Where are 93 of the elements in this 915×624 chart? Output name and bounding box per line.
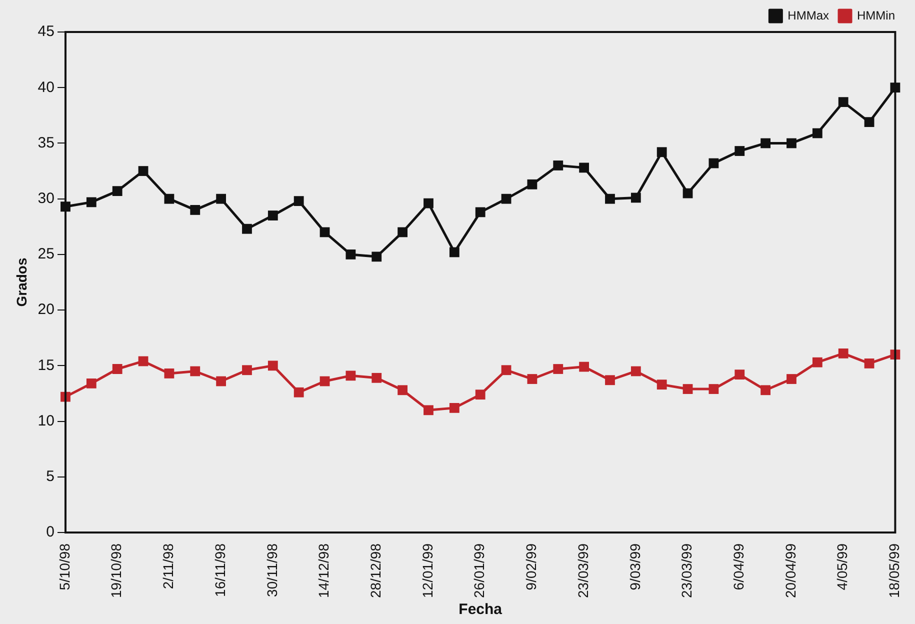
point xyxy=(268,360,278,371)
point xyxy=(605,375,615,386)
x-tick-label: 20/04/99 xyxy=(782,543,798,598)
point xyxy=(760,138,771,148)
x-tick-label: 26/01/99 xyxy=(471,543,488,598)
point xyxy=(449,247,460,258)
point xyxy=(553,160,564,170)
point xyxy=(838,348,848,358)
y-tick-label: 30 xyxy=(38,190,54,207)
point xyxy=(527,179,538,190)
x-tick-label: 4/05/99 xyxy=(834,543,850,590)
point xyxy=(656,380,667,390)
point xyxy=(864,117,874,128)
legend-label: HMMax xyxy=(788,8,830,22)
y-tick-label: 25 xyxy=(38,246,54,263)
point xyxy=(786,138,796,148)
point xyxy=(475,207,486,218)
point xyxy=(527,374,538,384)
x-tick-label: 16/11/98 xyxy=(212,543,228,597)
point xyxy=(424,405,434,416)
point xyxy=(372,372,382,383)
point xyxy=(268,210,278,220)
point xyxy=(682,384,693,394)
y-tick-label: 35 xyxy=(38,134,54,152)
y-tick-label: 20 xyxy=(38,301,54,318)
point xyxy=(579,162,590,173)
point xyxy=(605,194,615,204)
x-tick-label: 14/12/98 xyxy=(316,543,332,598)
point xyxy=(294,387,304,398)
point xyxy=(294,196,304,206)
point xyxy=(112,186,122,196)
point xyxy=(242,365,252,376)
point xyxy=(86,197,96,208)
x-tick-label: 28/12/98 xyxy=(367,543,384,598)
point xyxy=(838,97,848,108)
y-tick-label: 40 xyxy=(38,78,54,96)
x-tick-label: 30/11/98 xyxy=(264,543,280,597)
point xyxy=(86,378,96,388)
point xyxy=(734,146,745,156)
y-tick-label: 5 xyxy=(46,468,54,486)
point xyxy=(708,384,719,394)
x-tick-label: 19/10/98 xyxy=(108,543,124,598)
point xyxy=(475,390,486,400)
point xyxy=(656,147,667,158)
point xyxy=(734,370,745,380)
point xyxy=(112,364,122,374)
y-tick-label: 15 xyxy=(38,356,54,374)
point xyxy=(164,194,174,204)
x-tick-label: 5/10/98 xyxy=(56,543,72,590)
point xyxy=(553,364,564,374)
x-tick-label: 12/01/99 xyxy=(419,543,436,598)
x-tick-label: 23/03/99 xyxy=(574,543,591,598)
point xyxy=(346,249,356,260)
x-tick-label: 9/02/99 xyxy=(523,543,540,590)
point xyxy=(398,227,408,238)
point xyxy=(398,385,408,396)
point xyxy=(682,188,693,198)
point xyxy=(630,366,641,376)
point xyxy=(786,374,796,384)
point xyxy=(424,198,434,208)
point xyxy=(812,128,822,138)
point xyxy=(320,227,330,238)
y-tick-label: 0 xyxy=(46,524,54,541)
point xyxy=(190,366,200,376)
point xyxy=(216,194,226,204)
point xyxy=(501,365,512,376)
point xyxy=(864,358,874,368)
point xyxy=(346,370,356,381)
point xyxy=(812,357,822,368)
y-axis-title: Grados xyxy=(13,258,30,307)
x-tick-label: 18/05/99 xyxy=(886,543,902,598)
point xyxy=(138,356,148,366)
y-tick-label: 10 xyxy=(38,412,54,430)
x-axis-title: Fecha xyxy=(458,601,503,618)
point xyxy=(164,368,174,378)
point xyxy=(242,224,252,234)
point xyxy=(708,158,719,168)
point xyxy=(372,252,382,262)
y-tick-label: 45 xyxy=(38,23,54,40)
x-tick-label: 23/03/99 xyxy=(678,543,695,598)
point xyxy=(760,385,771,396)
point xyxy=(501,194,512,204)
x-tick-label: 9/03/99 xyxy=(626,543,643,590)
point xyxy=(190,205,200,215)
point xyxy=(138,166,148,176)
point xyxy=(630,192,641,203)
legend-label: HMMin xyxy=(857,8,895,22)
point xyxy=(320,376,330,386)
point xyxy=(449,402,460,413)
point xyxy=(579,362,590,372)
x-tick-label: 2/11/98 xyxy=(160,543,176,590)
point xyxy=(216,376,226,386)
x-tick-label: 6/04/99 xyxy=(730,543,746,590)
